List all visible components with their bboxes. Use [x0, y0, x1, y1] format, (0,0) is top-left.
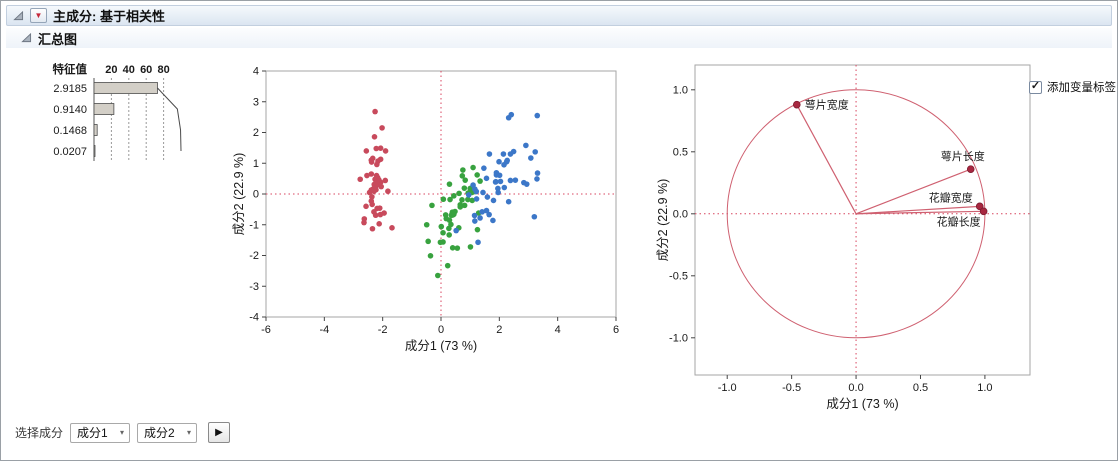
- svg-text:40: 40: [123, 64, 135, 76]
- svg-text:0.0: 0.0: [673, 208, 688, 220]
- svg-text:0: 0: [438, 324, 444, 336]
- svg-text:成分1 (73 %): 成分1 (73 %): [405, 339, 477, 353]
- apply-button[interactable]: ▶: [208, 422, 231, 443]
- svg-text:1: 1: [253, 158, 259, 170]
- svg-text:1.0: 1.0: [673, 84, 688, 96]
- svg-text:-2: -2: [249, 250, 259, 262]
- disclosure-open-icon[interactable]: [13, 10, 24, 21]
- svg-text:0.9140: 0.9140: [53, 104, 87, 116]
- svg-text:-4: -4: [319, 324, 329, 336]
- svg-text:萼片长度: 萼片长度: [941, 149, 985, 163]
- svg-text:成分2 (22.9 %): 成分2 (22.9 %): [656, 179, 670, 262]
- svg-text:80: 80: [157, 64, 169, 76]
- red-triangle-menu-icon[interactable]: ▼: [30, 8, 47, 23]
- svg-text:-3: -3: [249, 281, 259, 293]
- svg-text:0.1468: 0.1468: [53, 125, 87, 137]
- svg-text:-4: -4: [249, 312, 259, 324]
- svg-text:-2: -2: [378, 324, 388, 336]
- section-title: 汇总图: [38, 31, 78, 47]
- svg-text:0.5: 0.5: [913, 382, 928, 394]
- svg-text:3: 3: [253, 96, 259, 108]
- svg-text:萼片宽度: 萼片宽度: [805, 98, 849, 112]
- checkbox-box[interactable]: ✓: [1029, 80, 1042, 94]
- play-icon: ▶: [215, 427, 223, 438]
- svg-text:0.0: 0.0: [848, 382, 863, 394]
- chevron-down-icon: ▾: [187, 427, 192, 437]
- checkbox-label: 添加变量标签: [1047, 82, 1116, 94]
- svg-text:-6: -6: [261, 324, 271, 336]
- svg-text:成分1 (73 %): 成分1 (73 %): [826, 397, 898, 411]
- report-title: 主成分: 基于相关性: [53, 9, 165, 24]
- svg-text:-0.5: -0.5: [669, 270, 688, 282]
- svg-text:成分2 (22.9 %): 成分2 (22.9 %): [232, 153, 246, 236]
- svg-text:-1.0: -1.0: [718, 382, 737, 394]
- select-components-label: 选择成分: [15, 426, 64, 440]
- disclosure-open-icon[interactable]: [21, 33, 32, 43]
- component1-dropdown[interactable]: 成分1 ▾: [70, 422, 131, 443]
- svg-text:-1: -1: [249, 219, 259, 231]
- svg-text:4: 4: [555, 324, 561, 336]
- add-variable-labels-checkbox[interactable]: ✓ 添加变量标签: [1029, 79, 1116, 95]
- svg-text:2: 2: [496, 324, 502, 336]
- svg-text:花瓣长度: 花瓣长度: [937, 214, 981, 228]
- svg-text:2: 2: [253, 127, 259, 139]
- component2-dropdown[interactable]: 成分2 ▾: [137, 422, 198, 443]
- svg-text:20: 20: [105, 64, 117, 76]
- svg-text:4: 4: [253, 66, 259, 78]
- svg-text:2.9185: 2.9185: [53, 83, 87, 95]
- eigenvalue-pareto-plot[interactable]: 特征值 20 40 60 80 2.9185 0.9140 0.1468 0.0207: [25, 61, 221, 173]
- outline-header-principal-components: ▼ 主成分: 基于相关性: [6, 5, 1112, 26]
- check-icon: ✓: [1030, 80, 1041, 92]
- svg-text:特征值: 特征值: [53, 62, 88, 76]
- svg-text:60: 60: [140, 64, 152, 76]
- svg-text:6: 6: [613, 324, 619, 336]
- svg-text:-1.0: -1.0: [669, 332, 688, 344]
- svg-text:0.0207: 0.0207: [53, 146, 87, 158]
- component2-value: 成分2: [144, 426, 175, 440]
- svg-text:1.0: 1.0: [977, 382, 992, 394]
- svg-text:0.5: 0.5: [673, 146, 688, 158]
- svg-text:-0.5: -0.5: [782, 382, 801, 394]
- svg-text:0: 0: [253, 189, 259, 201]
- chevron-down-icon: ▾: [120, 427, 125, 437]
- select-components-controls: 选择成分 成分1 ▾ 成分2 ▾ ▶: [15, 422, 231, 443]
- outline-header-summary-plots: 汇总图: [6, 28, 1112, 48]
- svg-text:花瓣宽度: 花瓣宽度: [929, 190, 973, 204]
- component1-value: 成分1: [77, 426, 108, 440]
